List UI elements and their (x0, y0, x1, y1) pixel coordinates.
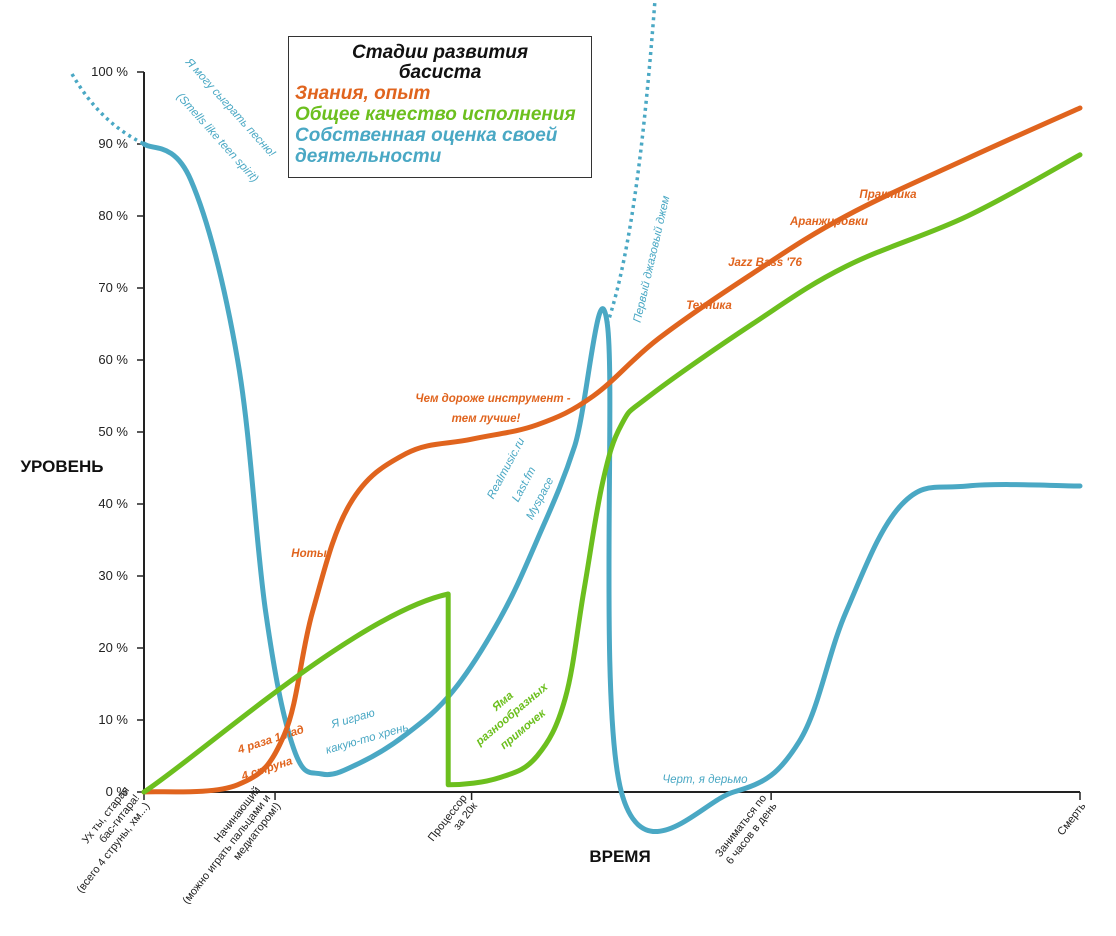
y-tick-label: 80 % (98, 208, 128, 223)
y-tick-label: 30 % (98, 568, 128, 583)
y-tick-label: 20 % (98, 640, 128, 655)
annotation-label: Черт, я дерьмо (662, 774, 748, 786)
x-tick-label: Смерть (1055, 800, 1088, 838)
annotation-label: Первый джазовый джем (632, 195, 673, 324)
y-tick-label: 40 % (98, 496, 128, 511)
series-knowledge-line (141, 105, 1083, 795)
annotation-label: тем лучше! (452, 413, 521, 425)
annotation-label: Практика (859, 189, 917, 201)
legend: Стадии развития басиста Знания, опыт Общ… (288, 36, 592, 178)
annotation-label: Аранжировки (789, 216, 868, 228)
annotation-label: Jazz Bass '76 (728, 257, 802, 269)
annotation-label: Техника (686, 300, 732, 312)
y-tick-label: 100 % (91, 64, 128, 79)
self-assessment-dotted-start (70, 73, 145, 146)
y-tick-label: 70 % (98, 280, 128, 295)
x-tick-label: Заниматься по6 часов в день (713, 792, 780, 866)
legend-entry-quality: Общее качество исполнения (295, 104, 576, 125)
y-tick-label: 10 % (98, 712, 128, 727)
legend-entry-self-assessment: Собственная оценка своей деятельности (295, 125, 558, 167)
annotation-label: Ноты (291, 548, 327, 560)
series-quality-line (141, 152, 1083, 795)
x-tick-label: Начинающий(можно играть пальцами имедиат… (180, 784, 283, 906)
y-tick-label: 50 % (98, 424, 128, 439)
y-tick-label: 90 % (98, 136, 128, 151)
y-tick-label: 0 % (106, 784, 129, 799)
svg-text:(можно играть пальцами и: (можно играть пальцами и (180, 792, 273, 906)
x-axis-title: ВРЕМЯ (589, 847, 650, 866)
annotation-label: Чем дороже инструмент - (415, 393, 570, 405)
y-axis-title: УРОВЕНЬ (20, 457, 103, 476)
series-self-assessment-line (141, 141, 1083, 834)
chart-title: Стадии развития басиста (351, 42, 529, 83)
annotation-label: Я играю (329, 707, 376, 731)
svg-text:Смерть: Смерть (1055, 800, 1088, 838)
annotation-label: 4 струна (239, 755, 294, 783)
y-tick-label: 60 % (98, 352, 128, 367)
legend-entry-knowledge: Знания, опыт (295, 83, 431, 104)
